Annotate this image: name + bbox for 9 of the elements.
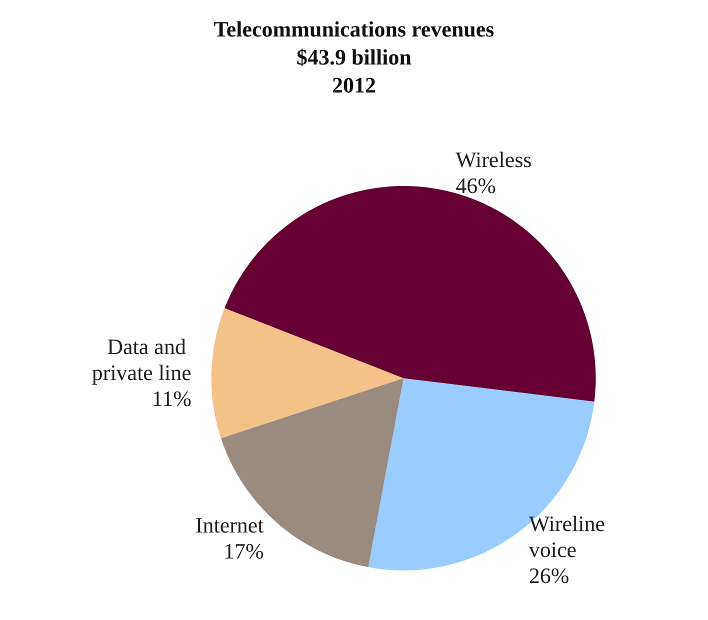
data-label: 26% <box>528 562 570 588</box>
slice-label: Wireline voice <box>528 510 610 562</box>
data-label: 17% <box>223 538 264 564</box>
slice-label: Internet <box>195 512 264 538</box>
data-label: 46% <box>456 172 496 198</box>
slice-label: Data and private line <box>92 334 192 385</box>
chart-title: Telecommunications revenues $43.9 billion 2012 <box>214 16 495 98</box>
data-label: 11% <box>152 386 192 411</box>
slice-label: Wireless <box>456 146 532 172</box>
